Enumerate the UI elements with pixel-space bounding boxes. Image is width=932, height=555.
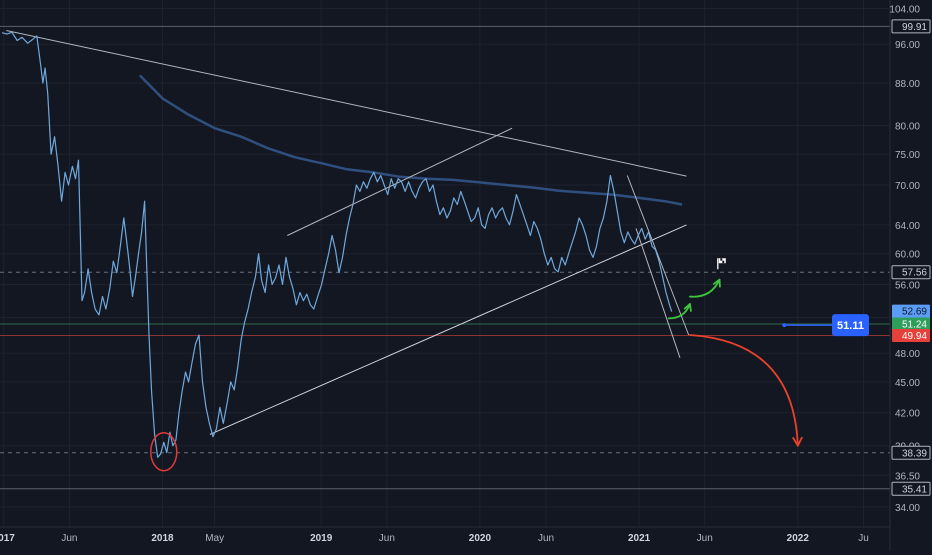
- price-line: [1, 31, 673, 458]
- y-tick-label: 96.00: [895, 40, 920, 51]
- price-label-box: [891, 445, 931, 460]
- bullish-arrow: [667, 303, 691, 320]
- y-tick-label: 56.00: [895, 280, 920, 291]
- price-label-text: 99.91: [902, 22, 927, 33]
- last-price-callout: 51.11: [782, 314, 869, 337]
- price-label-text: 57.56: [902, 268, 927, 279]
- bottom-circle-marker: [150, 432, 178, 472]
- flag-icon-check: [722, 260, 725, 264]
- x-tick-label: Ju: [858, 533, 869, 544]
- y-tick-label: 70.00: [895, 181, 920, 192]
- trendline: [287, 127, 513, 236]
- trendline: [626, 175, 690, 336]
- y-tick-label: 75.00: [895, 150, 920, 161]
- price-label-text: 49.94: [902, 331, 927, 342]
- grid-lines: [0, 0, 890, 527]
- x-tick-label: 2021: [628, 533, 651, 544]
- price-label-box: [891, 265, 931, 280]
- bearish-arrow-head: [792, 436, 803, 447]
- x-tick-label: 2022: [787, 533, 810, 544]
- y-tick-label: 42.00: [895, 409, 920, 420]
- price-series: [1, 31, 673, 458]
- price-label-box: [892, 329, 930, 343]
- price-label-text: 38.39: [902, 448, 927, 459]
- x-tick-label: Jun: [697, 533, 713, 544]
- y-tick-label: 36.50: [895, 471, 920, 482]
- bearish-arrow: [689, 334, 799, 447]
- price-label-box: [891, 19, 931, 34]
- y-tick-label: 34.00: [895, 503, 920, 514]
- trendline: [209, 224, 687, 435]
- flag-icon-check: [720, 258, 723, 261]
- y-tick-label: 88.00: [895, 79, 920, 90]
- bullish-arrow: [689, 278, 721, 298]
- x-tick-label: Jun: [538, 533, 554, 544]
- y-tick-label: 80.00: [895, 121, 920, 132]
- moving-average-line: [139, 74, 683, 206]
- y-tick-label: 104.00: [889, 4, 920, 15]
- x-tick-label: May: [205, 533, 224, 544]
- y-tick-label: 64.00: [895, 221, 920, 232]
- price-label-box: [891, 481, 931, 496]
- x-tick-label: 2018: [151, 533, 174, 544]
- x-tick-label: 2017: [0, 533, 15, 544]
- y-tick-label: 60.00: [895, 250, 920, 261]
- drawing-overlays: [6, 30, 690, 435]
- bullish-arrow-head: [683, 303, 692, 312]
- x-tick-label: 2020: [469, 533, 492, 544]
- annotations: [150, 258, 803, 472]
- time-axis[interactable]: 2017 Jun 2018 May 2019 Jun 2020 Jun 2021 Jun 2022 J…: [0, 533, 869, 544]
- bullish-arrow-head: [712, 278, 721, 288]
- trendline: [6, 30, 687, 177]
- price-label-text: 35.41: [902, 484, 927, 495]
- y-tick-label: 48.00: [895, 349, 920, 360]
- callout-anchor: [782, 323, 787, 328]
- callout-badge: [832, 314, 869, 337]
- x-tick-label: Jun: [61, 533, 77, 544]
- x-tick-label: 2019: [310, 533, 333, 544]
- price-label-box: [892, 317, 930, 331]
- trendline: [635, 228, 681, 358]
- price-label-text: 51.24: [902, 320, 927, 331]
- y-tick-label: 45.00: [895, 378, 920, 389]
- price-label-text: 52.69: [902, 307, 927, 318]
- x-tick-label: Jun: [379, 533, 395, 544]
- callout-text: 51.11: [837, 320, 864, 332]
